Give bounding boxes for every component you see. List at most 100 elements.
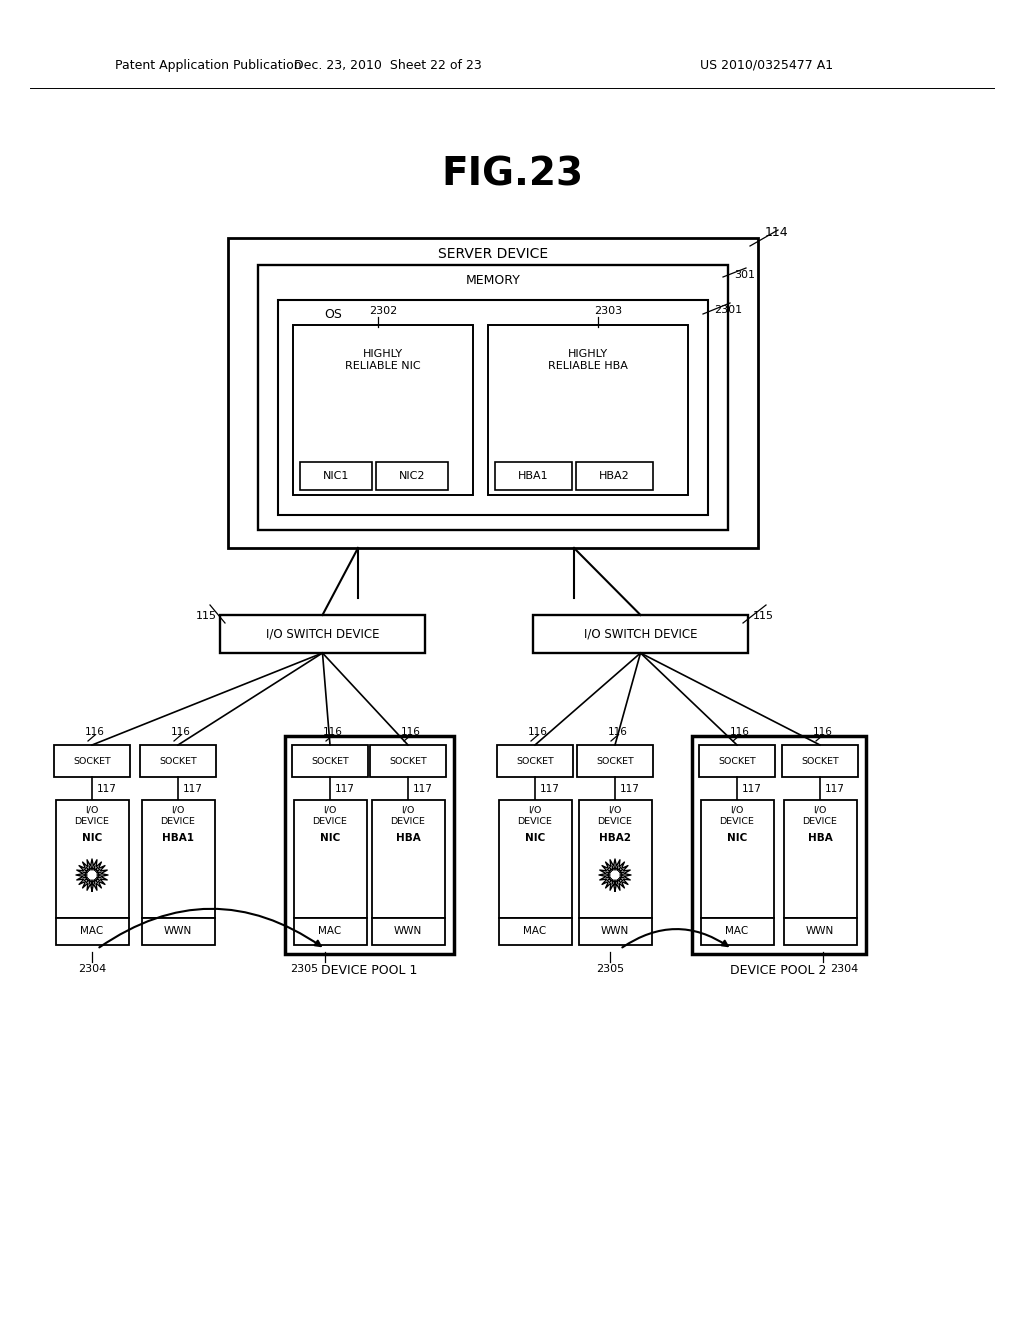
Text: 116: 116 xyxy=(730,727,750,737)
Bar xyxy=(495,462,572,490)
Text: 301: 301 xyxy=(734,271,755,280)
Text: HIGHLY
RELIABLE NIC: HIGHLY RELIABLE NIC xyxy=(345,350,421,371)
Text: MAC: MAC xyxy=(80,927,103,936)
Text: 117: 117 xyxy=(413,784,433,793)
Text: WWN: WWN xyxy=(394,927,422,936)
Text: HBA2: HBA2 xyxy=(599,471,630,480)
Text: DEVICE: DEVICE xyxy=(803,817,838,826)
Text: HBA1: HBA1 xyxy=(518,471,549,480)
Text: 2305: 2305 xyxy=(290,964,318,974)
Bar xyxy=(783,800,856,917)
Text: SOCKET: SOCKET xyxy=(718,756,756,766)
Text: NIC2: NIC2 xyxy=(398,471,425,480)
Text: 116: 116 xyxy=(323,727,343,737)
Text: SOCKET: SOCKET xyxy=(596,756,634,766)
Text: DEVICE: DEVICE xyxy=(312,817,347,826)
Bar xyxy=(497,744,573,777)
Text: US 2010/0325477 A1: US 2010/0325477 A1 xyxy=(700,58,834,71)
Bar xyxy=(700,917,773,945)
Text: Patent Application Publication: Patent Application Publication xyxy=(115,58,302,71)
Bar xyxy=(140,744,216,777)
Bar xyxy=(55,800,128,917)
Text: NIC1: NIC1 xyxy=(323,471,349,480)
Polygon shape xyxy=(82,865,102,884)
Text: DEVICE POOL 1: DEVICE POOL 1 xyxy=(321,964,417,977)
Bar xyxy=(372,917,444,945)
Text: 2303: 2303 xyxy=(594,306,622,315)
Text: 117: 117 xyxy=(183,784,203,793)
Text: HBA: HBA xyxy=(395,833,421,843)
Bar xyxy=(699,744,775,777)
Text: I/O: I/O xyxy=(608,805,622,814)
Text: MAC: MAC xyxy=(523,927,547,936)
Text: 117: 117 xyxy=(97,784,117,793)
Text: NIC: NIC xyxy=(727,833,748,843)
Bar xyxy=(499,917,571,945)
Text: 116: 116 xyxy=(608,727,628,737)
Bar xyxy=(300,462,372,490)
Text: DEVICE: DEVICE xyxy=(75,817,110,826)
Text: SOCKET: SOCKET xyxy=(389,756,427,766)
Bar xyxy=(285,737,454,954)
Bar xyxy=(579,917,651,945)
Text: 2304: 2304 xyxy=(78,964,106,974)
Text: I/O: I/O xyxy=(324,805,337,814)
Text: DEVICE: DEVICE xyxy=(161,817,196,826)
Bar xyxy=(577,744,653,777)
Text: MAC: MAC xyxy=(318,927,342,936)
Bar xyxy=(372,800,444,917)
Bar xyxy=(294,917,367,945)
Polygon shape xyxy=(599,859,631,891)
Text: SOCKET: SOCKET xyxy=(73,756,111,766)
Text: DEVICE: DEVICE xyxy=(517,817,552,826)
Polygon shape xyxy=(76,859,108,891)
Text: I/O: I/O xyxy=(730,805,743,814)
Bar xyxy=(55,917,128,945)
Text: SOCKET: SOCKET xyxy=(516,756,554,766)
Text: MAC: MAC xyxy=(725,927,749,936)
Bar xyxy=(534,615,748,653)
Bar xyxy=(782,744,858,777)
Text: 116: 116 xyxy=(85,727,104,737)
Bar xyxy=(54,744,130,777)
Bar xyxy=(228,238,758,548)
Bar xyxy=(370,744,446,777)
Text: FIG.23: FIG.23 xyxy=(441,156,583,194)
Bar xyxy=(293,325,473,495)
Text: I/O: I/O xyxy=(528,805,542,814)
Text: WWN: WWN xyxy=(806,927,835,936)
Text: NIC: NIC xyxy=(82,833,102,843)
Text: DEVICE: DEVICE xyxy=(720,817,755,826)
Text: 2302: 2302 xyxy=(369,306,397,315)
Text: I/O: I/O xyxy=(171,805,184,814)
Text: HBA1: HBA1 xyxy=(162,833,194,843)
Text: 2305: 2305 xyxy=(596,964,624,974)
Text: 117: 117 xyxy=(335,784,355,793)
Bar xyxy=(575,462,653,490)
Text: 117: 117 xyxy=(825,784,845,793)
Bar xyxy=(141,800,214,917)
Text: I/O: I/O xyxy=(813,805,826,814)
Text: NIC: NIC xyxy=(525,833,545,843)
Text: 117: 117 xyxy=(742,784,762,793)
Text: 117: 117 xyxy=(540,784,560,793)
Text: 115: 115 xyxy=(196,611,217,620)
Text: I/O: I/O xyxy=(85,805,98,814)
Text: DEVICE POOL 2: DEVICE POOL 2 xyxy=(730,964,826,977)
Text: MEMORY: MEMORY xyxy=(466,275,520,288)
Text: 116: 116 xyxy=(171,727,190,737)
Polygon shape xyxy=(605,865,625,884)
Text: SOCKET: SOCKET xyxy=(801,756,839,766)
Text: DEVICE: DEVICE xyxy=(390,817,425,826)
Text: 115: 115 xyxy=(753,611,774,620)
Text: I/O SWITCH DEVICE: I/O SWITCH DEVICE xyxy=(584,627,697,640)
Bar xyxy=(579,800,651,917)
Text: 116: 116 xyxy=(813,727,833,737)
Text: SOCKET: SOCKET xyxy=(159,756,197,766)
Text: HBA: HBA xyxy=(808,833,833,843)
Bar xyxy=(783,917,856,945)
Bar xyxy=(691,737,865,954)
Bar xyxy=(258,265,728,531)
Bar xyxy=(278,300,708,515)
Text: Dec. 23, 2010  Sheet 22 of 23: Dec. 23, 2010 Sheet 22 of 23 xyxy=(294,58,482,71)
